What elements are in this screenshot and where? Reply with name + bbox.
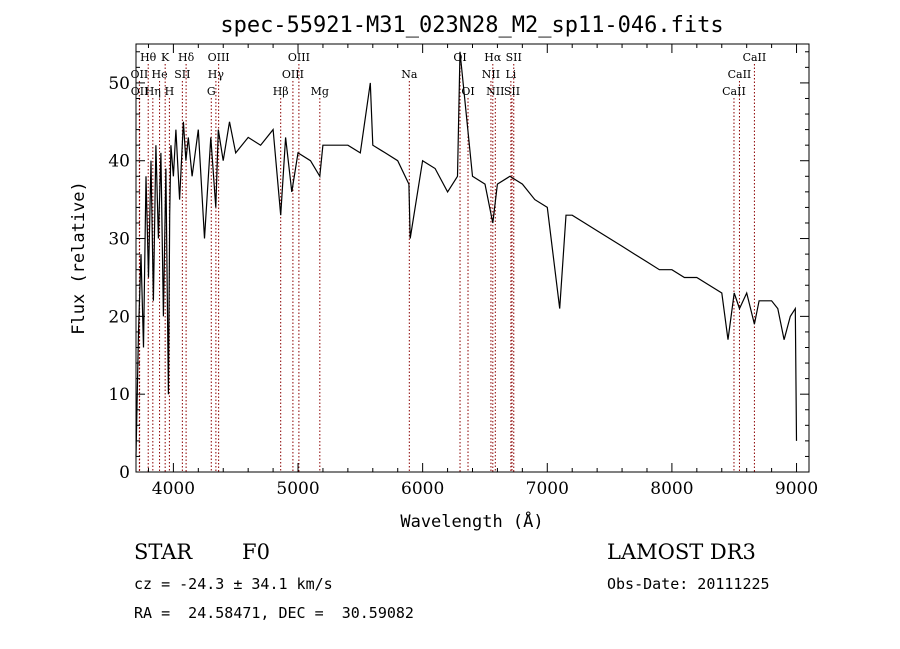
survey-name: LAMOST DR3: [607, 540, 756, 564]
emission-line-label: OIII: [208, 51, 230, 64]
spectrum-chart: spec-55921-M31_023N28_M2_sp11-046.fits H…: [69, 13, 818, 532]
emission-line-label: Hδ: [178, 51, 195, 64]
object-subclass: F0: [242, 540, 270, 564]
emission-line-label: CaII: [728, 68, 752, 81]
x-tick-label: 7000: [526, 479, 569, 499]
plot-frame: [135, 43, 810, 473]
observation-date: Obs-Date: 20111225: [607, 575, 770, 593]
emission-line-label: Li: [505, 68, 516, 81]
object-class: STAR: [134, 540, 193, 564]
y-axis-ticks: 0 10 20 30 40 50: [108, 51, 809, 483]
spectrum-line: [135, 51, 798, 457]
emission-line-label: Hα: [484, 51, 502, 64]
x-tick-label: 5000: [276, 479, 319, 499]
x-tick-label: 8000: [650, 479, 693, 499]
emission-line-label: Hθ: [140, 51, 157, 64]
emission-line-label: SII: [506, 51, 522, 64]
emission-line-label: Hβ: [273, 85, 289, 98]
emission-line-label: OII: [131, 68, 149, 81]
x-tick-label: 4000: [152, 479, 195, 499]
y-tick-label: 30: [108, 230, 130, 250]
x-axis-label: Wavelength (Å): [400, 510, 543, 532]
emission-line-label: He: [152, 68, 168, 81]
emission-line-label: Hγ: [208, 68, 225, 81]
x-tick-label: 9000: [775, 479, 818, 499]
x-axis-ticks: 4000 5000 6000 7000 8000 9000: [147, 44, 818, 499]
x-tick-label: 6000: [401, 479, 444, 499]
emission-line-label: H: [165, 85, 175, 98]
y-tick-label: 20: [108, 307, 130, 327]
emission-line-label: OIII: [282, 68, 304, 81]
emission-line-label: CaII: [722, 85, 746, 98]
emission-line-label: OII: [131, 85, 149, 98]
y-tick-label: 50: [108, 74, 130, 94]
emission-line-label: G: [207, 85, 216, 98]
redshift-value: cz = -24.3 ± 34.1 km/s: [134, 575, 333, 593]
emission-line-label: Mg: [311, 85, 329, 98]
emission-line-label: NII: [482, 68, 500, 81]
y-axis-label: Flux (relative): [69, 181, 89, 335]
emission-line-label: NII: [486, 85, 504, 98]
emission-line-markers: [138, 64, 755, 472]
emission-line-label: CaII: [743, 51, 767, 64]
emission-line-label: SII: [504, 85, 520, 98]
emission-line-label: K: [161, 51, 170, 64]
chart-title: spec-55921-M31_023N28_M2_sp11-046.fits: [220, 13, 723, 38]
sky-coordinates: RA = 24.58471, DEC = 30.59082: [134, 604, 414, 622]
emission-line-label: SII: [174, 68, 190, 81]
y-tick-label: 10: [108, 385, 130, 405]
emission-line-label: Hη: [145, 85, 161, 98]
emission-line-label: OIII: [288, 51, 310, 64]
y-tick-label: 0: [119, 463, 130, 483]
emission-line-label: Na: [401, 68, 418, 81]
y-tick-label: 40: [108, 152, 130, 172]
